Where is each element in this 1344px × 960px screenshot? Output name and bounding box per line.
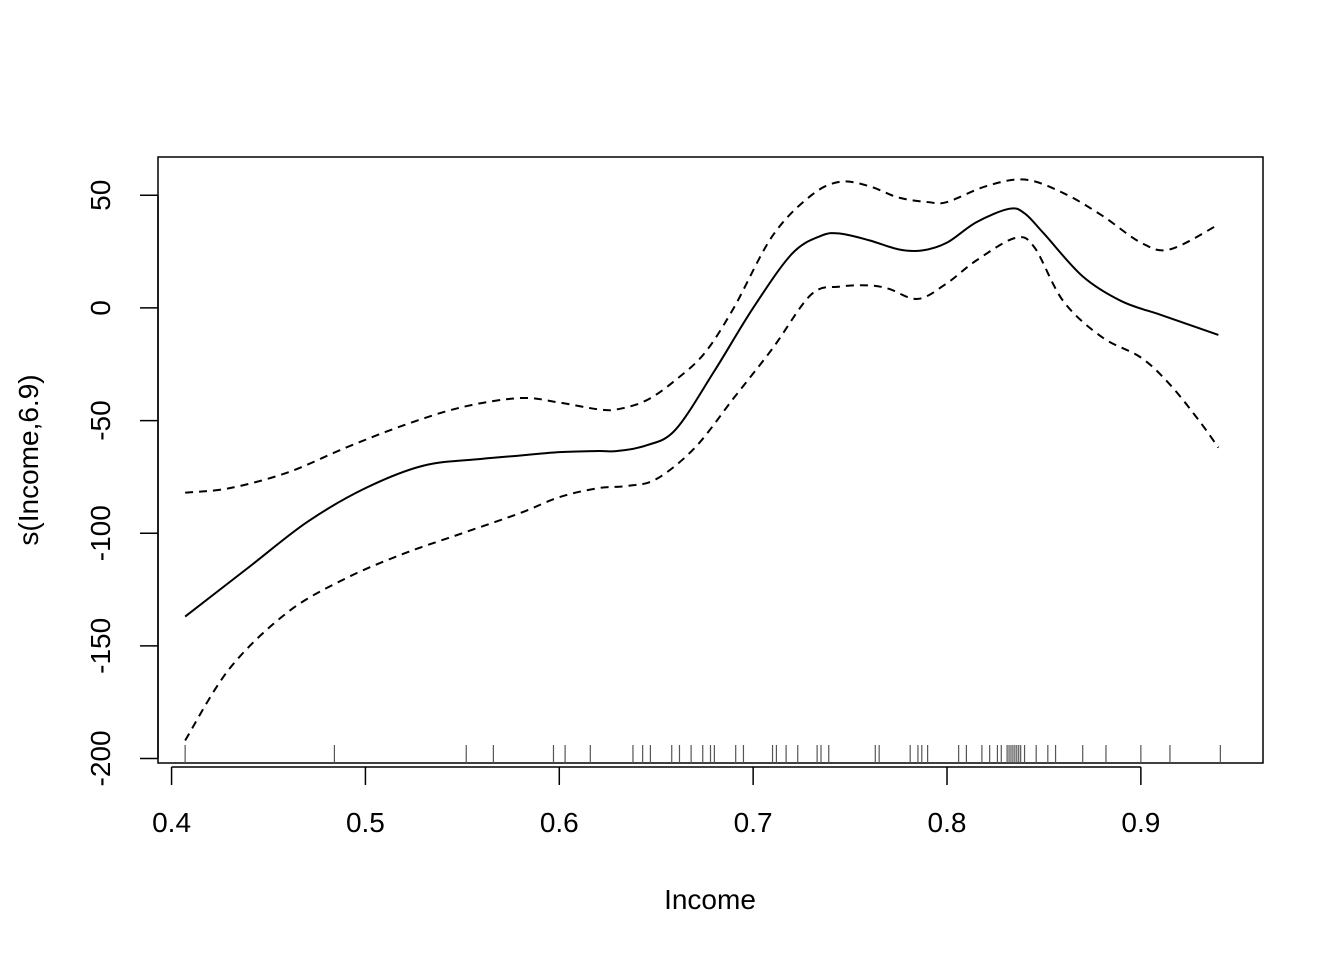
y-axis-title: s(Income,6.9) xyxy=(13,374,44,545)
plot-box xyxy=(157,156,1264,764)
lower-band-curve xyxy=(184,236,1220,741)
series-layer xyxy=(184,178,1220,741)
y-tick-label: 0 xyxy=(85,300,116,316)
x-axis: 0.4 0.5 0.6 0.7 0.8 0.9 xyxy=(152,766,1160,838)
y-tick-label: -50 xyxy=(85,400,116,440)
y-tick-label: -100 xyxy=(85,505,116,561)
y-tick-label: -200 xyxy=(85,730,116,786)
x-tick-label: 0.4 xyxy=(152,807,191,838)
x-tick-label: 0.9 xyxy=(1121,807,1160,838)
y-tick-label: 50 xyxy=(85,180,116,211)
rug-marks xyxy=(184,745,1221,763)
y-axis: -200 -150 -100 -50 0 50 xyxy=(85,180,159,787)
y-tick-label: -150 xyxy=(85,618,116,674)
fit-curve xyxy=(184,207,1219,618)
x-tick-label: 0.6 xyxy=(540,807,579,838)
x-tick-label: 0.7 xyxy=(734,807,773,838)
x-tick-label: 0.8 xyxy=(928,807,967,838)
x-axis-title: Income xyxy=(664,884,756,915)
upper-band-curve xyxy=(185,178,1219,494)
x-tick-label: 0.5 xyxy=(346,807,385,838)
